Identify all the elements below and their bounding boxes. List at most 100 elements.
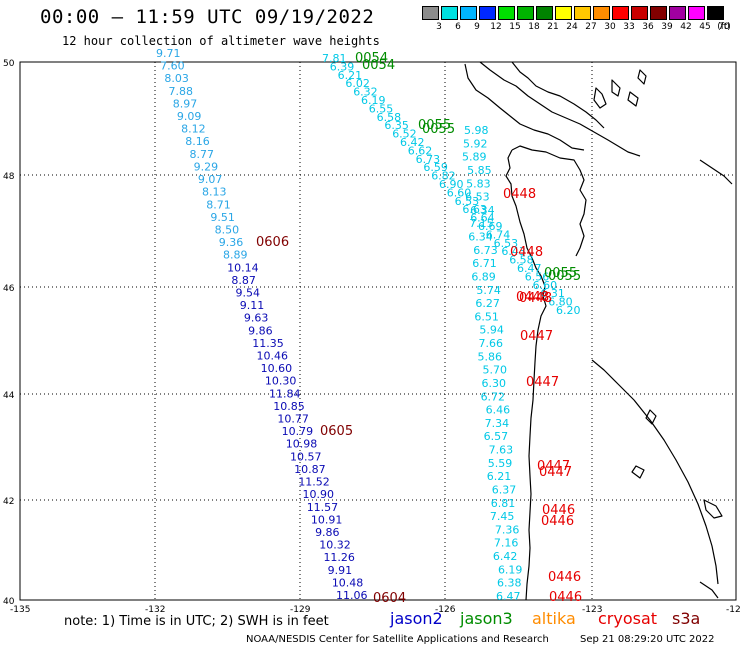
swh-value-track-a: 8.03 bbox=[164, 72, 189, 85]
colorbar-label: 27 bbox=[585, 22, 597, 32]
pass-time-label: 0446 bbox=[549, 590, 582, 605]
swh-value-track-c: 6.30 bbox=[482, 377, 507, 390]
latitude-label: 44 bbox=[3, 391, 15, 401]
pass-time-label: 0604 bbox=[373, 591, 406, 606]
coastline-segment bbox=[645, 409, 657, 425]
swh-value-track-a: 9.86 bbox=[248, 324, 273, 337]
coastline-segment bbox=[611, 79, 621, 97]
swh-value-track-c: 5.70 bbox=[483, 364, 508, 377]
legend-s3a: s3a bbox=[672, 609, 701, 628]
swh-value-track-c: 6.47 bbox=[496, 590, 521, 603]
colorbar-cell bbox=[498, 6, 515, 20]
swh-value-track-b: 6.19 bbox=[361, 94, 386, 107]
coastline-segment bbox=[699, 581, 719, 599]
longitude-label: -120 bbox=[726, 605, 740, 615]
swh-value-track-c: 7.66 bbox=[478, 337, 503, 350]
swh-value-track-c: 6.38 bbox=[497, 577, 522, 590]
swh-value-track-b: 6.58 bbox=[377, 111, 402, 124]
colorbar-label: 24 bbox=[566, 22, 578, 32]
colorbar-label: 70 bbox=[718, 22, 730, 32]
swh-value-track-b: 6.56 bbox=[525, 270, 550, 283]
pass-time-label: 0605 bbox=[320, 424, 353, 439]
swh-value-track-c: 6.34 bbox=[470, 204, 495, 217]
swh-value-track-b: 6.21 bbox=[338, 69, 363, 82]
pass-time-label: 0447 bbox=[526, 375, 559, 390]
longitude-label: -126 bbox=[435, 605, 456, 615]
swh-value-track-b: 6.02 bbox=[345, 77, 370, 90]
swh-value-track-a: 8.16 bbox=[185, 135, 210, 148]
colorbar-cell bbox=[479, 6, 496, 20]
swh-value-track-a: 9.07 bbox=[198, 173, 223, 186]
swh-value-track-c: 5.92 bbox=[463, 137, 488, 150]
coastline-segment bbox=[703, 499, 723, 519]
swh-value-track-b: 6.64 bbox=[470, 212, 495, 225]
swh-value-track-c: 5.89 bbox=[462, 151, 487, 164]
swh-value-track-c: 6.21 bbox=[487, 470, 512, 483]
colorbar-cell bbox=[650, 6, 667, 20]
swh-value-track-a: 9.11 bbox=[240, 299, 265, 312]
swh-value-track-a: 10.98 bbox=[286, 438, 318, 451]
swh-value-track-a: 9.09 bbox=[177, 110, 202, 123]
swh-value-track-b: 7.81 bbox=[322, 52, 347, 65]
credit-line: NOAA/NESDIS Center for Satellite Applica… bbox=[246, 634, 549, 645]
swh-value-track-b: 6.82 bbox=[431, 170, 456, 183]
swh-value-track-c: 6.57 bbox=[484, 430, 509, 443]
colorbar-cell bbox=[422, 6, 439, 20]
swh-value-track-a: 10.91 bbox=[311, 513, 343, 526]
swh-value-track-c: 5.74 bbox=[476, 284, 501, 297]
coastline-segment bbox=[511, 61, 605, 129]
swh-value-track-a: 8.71 bbox=[206, 198, 231, 211]
coastline-segment bbox=[591, 359, 719, 585]
swh-value-track-a: 11.57 bbox=[307, 501, 339, 514]
legend-jason3: jason3 bbox=[460, 609, 513, 628]
swh-value-track-a: 9.63 bbox=[244, 312, 269, 325]
colorbar-cell bbox=[574, 6, 591, 20]
colorbar-label: 42 bbox=[680, 22, 692, 32]
swh-value-track-a: 10.32 bbox=[319, 539, 351, 552]
swh-value-track-a: 11.52 bbox=[298, 476, 330, 489]
swh-value-track-b: 6.90 bbox=[439, 178, 464, 191]
swh-value-track-a: 9.51 bbox=[210, 211, 235, 224]
swh-value-track-b: 6.31 bbox=[540, 287, 565, 300]
swh-value-track-a: 9.86 bbox=[315, 526, 340, 539]
swh-value-track-b: 6.53 bbox=[455, 195, 480, 208]
swh-value-track-c: 7.45 bbox=[490, 510, 515, 523]
swh-value-track-a: 9.29 bbox=[194, 160, 219, 173]
coastline-segment bbox=[631, 465, 645, 479]
longitude-label: -135 bbox=[10, 605, 30, 615]
swh-value-track-b: 6.35 bbox=[384, 119, 409, 132]
swh-value-track-a: 10.85 bbox=[273, 400, 305, 413]
swh-value-track-c: 7.34 bbox=[485, 417, 510, 430]
legend-cryosat: cryosat bbox=[598, 609, 658, 628]
colorbar-label: 36 bbox=[642, 22, 654, 32]
swh-value-track-c: 6.37 bbox=[492, 483, 517, 496]
swh-value-track-c: 6.19 bbox=[498, 563, 523, 576]
longitude-label: -132 bbox=[145, 605, 165, 615]
coastline-segment bbox=[479, 61, 641, 157]
swh-value-track-c: 5.98 bbox=[464, 124, 489, 137]
pass-time-label: 0448 bbox=[519, 291, 552, 306]
colorbar-cell bbox=[612, 6, 629, 20]
swh-value-track-a: 7.60 bbox=[160, 60, 185, 73]
swh-value-track-c: 5.59 bbox=[488, 457, 513, 470]
longitude-label: -123 bbox=[582, 605, 602, 615]
colorbar-cell bbox=[555, 6, 572, 20]
swh-value-track-a: 8.77 bbox=[189, 148, 214, 161]
map-border bbox=[19, 61, 737, 601]
swh-value-track-a: 10.87 bbox=[294, 463, 326, 476]
swh-value-track-c: 5.85 bbox=[467, 164, 492, 177]
latitude-label: 46 bbox=[3, 284, 15, 294]
pass-time-label: 0446 bbox=[542, 503, 575, 518]
coastline-segment bbox=[699, 159, 733, 185]
swh-value-track-a: 10.77 bbox=[277, 413, 309, 426]
map-subtitle: 12 hour collection of altimeter wave hei… bbox=[62, 34, 380, 48]
pass-time-label: 0447 bbox=[539, 465, 572, 480]
map-frame bbox=[19, 61, 737, 601]
pass-time-label: 0447 bbox=[520, 329, 553, 344]
pass-time-label: 0448 bbox=[510, 245, 543, 260]
pass-time-label: 0055 bbox=[422, 122, 455, 137]
coastline-segment bbox=[464, 63, 585, 151]
swh-value-track-a: 9.54 bbox=[236, 286, 261, 299]
colorbar-label: 9 bbox=[474, 22, 480, 32]
coastline-segment bbox=[637, 69, 647, 85]
